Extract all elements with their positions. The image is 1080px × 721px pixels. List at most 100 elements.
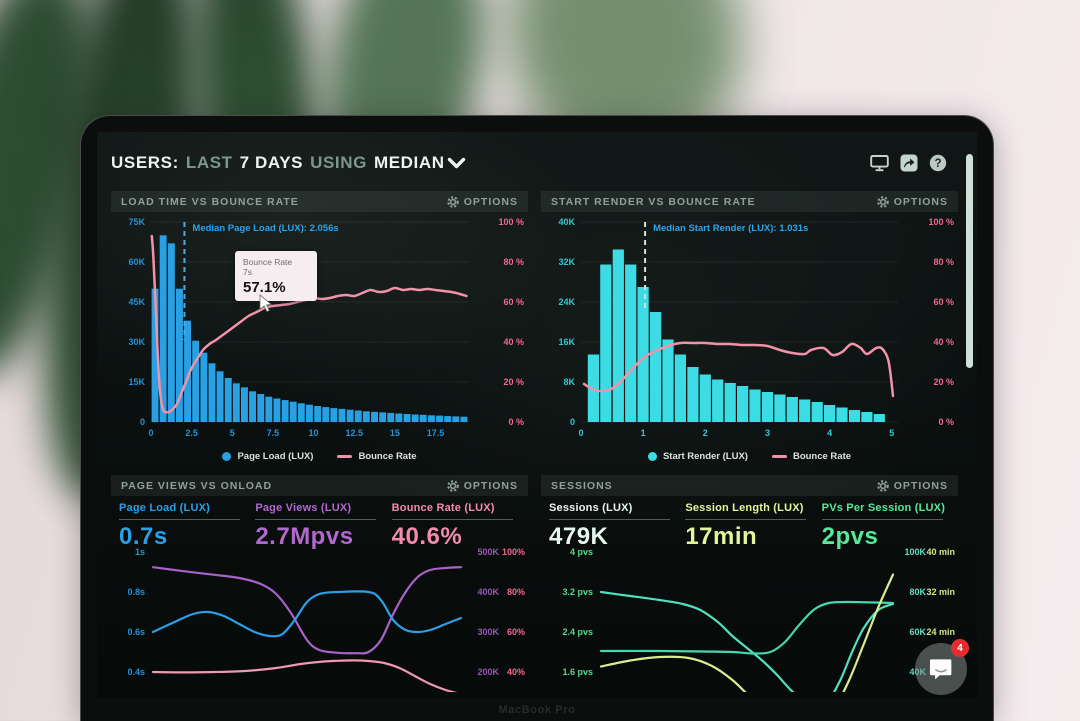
display-icon[interactable] (870, 154, 889, 177)
svg-text:12.5: 12.5 (345, 428, 363, 438)
sessions-line-chart[interactable]: 4 pvs 100K 40 min 3.2 pvs 80K 32 min 2.4 pvs 60… (541, 540, 958, 698)
svg-text:400K: 400K (477, 587, 499, 597)
panel-title: START RENDER VS BOUNCE RATE (551, 195, 756, 208)
page-views-line-chart[interactable]: 1s 500K 100% 0.8s 400K 80% 0.6s 300K 60% 0.4s 200K… (111, 540, 528, 696)
metric-page-views: Page Views (LUX) 2.7Mpvs (255, 502, 383, 550)
panel-page-views-vs-onload: PAGE VIEWS VS ONLOAD OPTIONS Page Load (… (111, 475, 528, 698)
median-dropdown[interactable]: MEDIAN (374, 153, 466, 173)
options-button[interactable]: OPTIONS (446, 479, 518, 492)
svg-text:40 %: 40 % (933, 337, 954, 347)
metric-sessions: Sessions (LUX) 479K (549, 502, 677, 550)
load-time-histogram-chart[interactable]: 75K 100 % 60K 80 % 45K 60 % 30K 40 % 15K 20 % 0 0 %… (111, 212, 528, 444)
svg-text:1.6 pvs: 1.6 pvs (562, 667, 593, 677)
gear-icon (876, 195, 889, 208)
svg-text:2.4 pvs: 2.4 pvs (562, 627, 593, 637)
options-button[interactable]: OPTIONS (876, 479, 948, 492)
svg-text:60K: 60K (128, 257, 145, 267)
panel-header: START RENDER VS BOUNCE RATE OPTIONS (541, 191, 958, 212)
svg-text:75K: 75K (128, 217, 145, 227)
svg-text:40K: 40K (558, 217, 575, 227)
panel-sessions: SESSIONS OPTIONS Sessions (LUX) 479K Ses… (541, 475, 958, 698)
svg-text:60K: 60K (909, 627, 926, 637)
legend-line (337, 455, 353, 458)
svg-text:60 %: 60 % (503, 297, 524, 307)
svg-text:?: ? (934, 158, 941, 170)
metrics-row: Sessions (LUX) 479K Session Length (LUX)… (541, 496, 958, 550)
svg-text:3: 3 (765, 428, 770, 438)
svg-text:0 %: 0 % (938, 417, 954, 427)
legend-dot (222, 452, 232, 461)
panel-load-time-vs-bounce-rate: LOAD TIME VS BOUNCE RATE OPTIONS 75K 100 … (111, 191, 528, 463)
svg-text:4 pvs: 4 pvs (570, 547, 593, 557)
svg-text:17.5: 17.5 (427, 428, 445, 438)
metric-pvs-per-session: PVs Per Session (LUX) 2pvs (821, 502, 946, 550)
svg-text:2.5: 2.5 (185, 428, 198, 438)
help-icon[interactable]: ? (929, 154, 947, 177)
svg-text:0: 0 (140, 417, 145, 427)
panel-start-render-vs-bounce-rate: START RENDER VS BOUNCE RATE OPTIONS 40K 1… (541, 191, 958, 463)
chevron-down-icon (447, 157, 466, 170)
svg-text:500K: 500K (477, 547, 499, 557)
svg-text:16K: 16K (558, 337, 575, 347)
svg-text:0: 0 (578, 428, 583, 438)
panel-header: SESSIONS OPTIONS (541, 475, 958, 496)
svg-text:32K: 32K (558, 257, 575, 267)
scrollbar-thumb[interactable] (966, 154, 973, 368)
svg-text:20 %: 20 % (933, 377, 954, 387)
chart-legend: Start Render (LUX) Bounce Rate (541, 451, 958, 462)
svg-text:100K: 100K (904, 547, 926, 557)
svg-text:8K: 8K (563, 377, 575, 387)
gear-icon (446, 479, 459, 492)
svg-text:5: 5 (889, 428, 894, 438)
chat-widget-button[interactable]: 4 (915, 639, 969, 695)
svg-text:0.4s: 0.4s (127, 667, 145, 677)
metric-session-length: Session Length (LUX) 17min (685, 502, 813, 550)
svg-text:2: 2 (703, 428, 708, 438)
header-users-label: USERS: (111, 153, 179, 172)
options-button[interactable]: OPTIONS (446, 195, 518, 208)
svg-text:45K: 45K (128, 297, 145, 307)
header-last-label: LAST (185, 153, 233, 172)
svg-text:0.6s: 0.6s (127, 627, 145, 637)
chart-legend: Page Load (LUX) Bounce Rate (111, 451, 528, 462)
svg-text:80%: 80% (507, 587, 525, 597)
svg-text:60%: 60% (507, 627, 525, 637)
laptop-body: USERS: LAST 7 DAYS USING MEDIAN ? (80, 115, 994, 721)
svg-text:200K: 200K (477, 667, 499, 677)
svg-text:Median Page Load (LUX): 2.056s: Median Page Load (LUX): 2.056s (192, 223, 338, 234)
legend-line (771, 455, 787, 458)
toolbar-icons: ? (870, 154, 947, 177)
svg-text:0 %: 0 % (508, 417, 524, 427)
svg-text:Median Start Render (LUX): 1.0: Median Start Render (LUX): 1.031s (653, 223, 808, 234)
svg-text:4: 4 (827, 428, 832, 438)
dashboard-header: USERS: LAST 7 DAYS USING MEDIAN (111, 150, 473, 176)
gear-icon (876, 479, 889, 492)
chat-bubble-icon (929, 658, 952, 679)
svg-text:80K: 80K (909, 587, 926, 597)
svg-text:1: 1 (641, 428, 646, 438)
panel-title: LOAD TIME VS BOUNCE RATE (121, 195, 299, 208)
svg-text:32 min: 32 min (926, 587, 955, 597)
start-render-histogram-chart[interactable]: 40K 100 % 32K 80 % 24K 60 % 16K 40 % 8K 20 % 0 0 % 0… (541, 212, 958, 444)
gear-icon (446, 195, 459, 208)
svg-text:40%: 40% (507, 667, 525, 677)
svg-text:24K: 24K (558, 297, 575, 307)
chat-notification-badge: 4 (951, 639, 969, 657)
svg-text:100 %: 100 % (498, 217, 524, 227)
svg-text:100%: 100% (502, 547, 525, 557)
svg-text:60 %: 60 % (933, 297, 954, 307)
legend-dot (647, 452, 657, 461)
panel-title: SESSIONS (551, 479, 613, 492)
svg-text:5: 5 (230, 428, 235, 438)
header-using-label: USING (310, 153, 367, 172)
svg-text:10: 10 (309, 428, 319, 438)
svg-text:1s: 1s (135, 547, 145, 557)
svg-text:100 %: 100 % (928, 217, 954, 227)
options-button[interactable]: OPTIONS (876, 195, 948, 208)
svg-text:20 %: 20 % (503, 377, 524, 387)
svg-text:40 %: 40 % (503, 337, 524, 347)
share-icon[interactable] (900, 154, 918, 177)
header-days-label: 7 DAYS (239, 153, 304, 172)
svg-text:7.5: 7.5 (267, 428, 280, 438)
